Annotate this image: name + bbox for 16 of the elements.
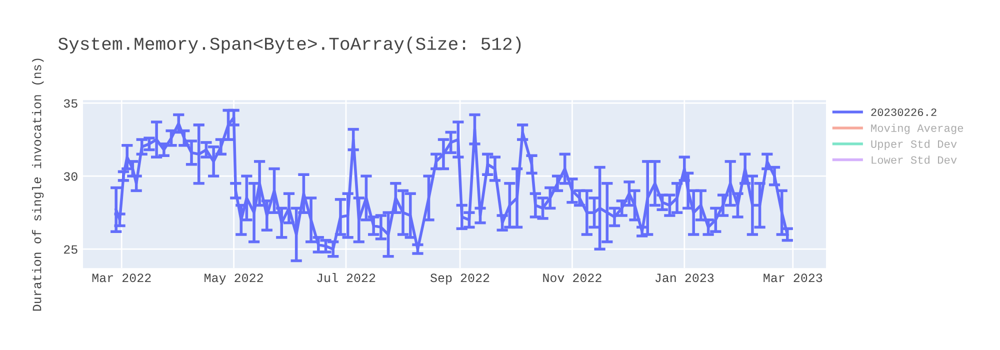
y-tick-label: 30 xyxy=(64,172,78,181)
legend-label: Moving Average xyxy=(871,124,964,134)
x-tick-label: Nov 2022 xyxy=(543,274,602,282)
y-axis-title: Duration of single invocation (ns) xyxy=(32,58,44,311)
x-tick-label: Jan 2023 xyxy=(655,274,714,282)
y-tick-label: 25 xyxy=(64,245,78,254)
legend-label: Upper Std Dev xyxy=(871,140,957,150)
y-tick-label: 35 xyxy=(64,99,78,108)
x-tick-label: Mar 2023 xyxy=(764,274,822,282)
x-tick-label: Sep 2022 xyxy=(430,274,490,285)
x-tick-label: May 2022 xyxy=(204,274,263,285)
chart-title: System.Memory.Span<Byte>.ToArray(Size: 512) xyxy=(58,36,521,54)
legend-label: 20230226.2 xyxy=(871,108,936,116)
x-tick-label: Jul 2022 xyxy=(317,272,376,282)
legend-label: Lower Std Dev xyxy=(872,156,957,164)
x-tick-label: Mar 2022 xyxy=(92,274,151,282)
